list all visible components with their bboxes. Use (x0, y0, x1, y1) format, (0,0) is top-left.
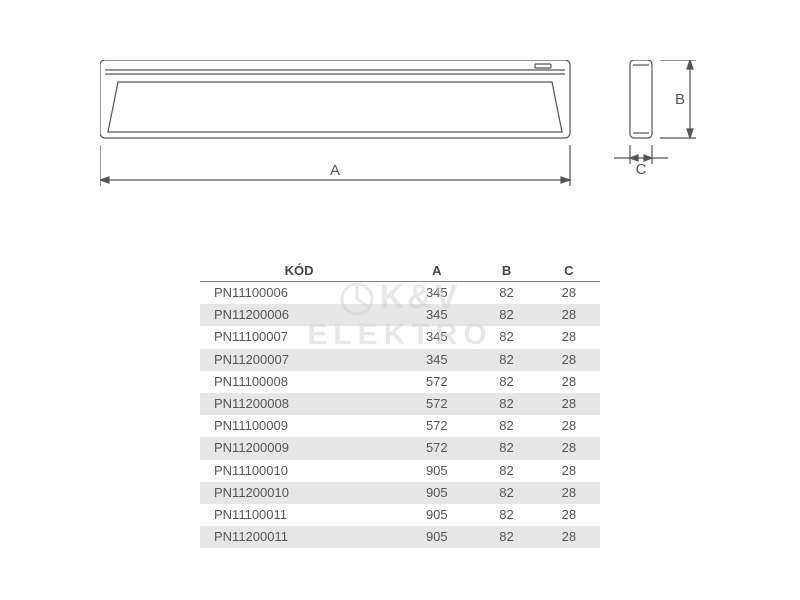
cell-dim: 28 (538, 393, 600, 415)
cell-dim: 28 (538, 437, 600, 459)
table-row: PN111000109058228 (200, 460, 600, 482)
cell-code: PN11200006 (200, 304, 398, 326)
table-row: PN112000109058228 (200, 482, 600, 504)
cell-dim: 82 (475, 371, 537, 393)
cell-dim: 345 (398, 349, 475, 371)
table-row: PN112000063458228 (200, 304, 600, 326)
cell-dim: 28 (538, 526, 600, 548)
table-row: PN111000095728228 (200, 415, 600, 437)
cell-dim: 905 (398, 460, 475, 482)
table-row: PN111000119058228 (200, 504, 600, 526)
cell-dim: 905 (398, 482, 475, 504)
cell-dim: 28 (538, 504, 600, 526)
cell-dim: 28 (538, 349, 600, 371)
dimensions-table: KÓD A B C PN111000063458228PN11200006345… (200, 260, 600, 548)
cell-dim: 345 (398, 304, 475, 326)
cell-dim: 82 (475, 526, 537, 548)
cell-dim: 28 (538, 282, 600, 305)
cell-dim: 345 (398, 326, 475, 348)
dim-label-b: B (675, 91, 685, 108)
cell-code: PN11100007 (200, 326, 398, 348)
dim-label-c: C (636, 161, 647, 178)
cell-dim: 82 (475, 282, 537, 305)
cell-dim: 572 (398, 415, 475, 437)
cell-code: PN11100011 (200, 504, 398, 526)
diagram-svg: A B C (100, 60, 700, 220)
cell-dim: 28 (538, 371, 600, 393)
col-header-a: A (398, 260, 475, 282)
cell-dim: 572 (398, 371, 475, 393)
cell-dim: 28 (538, 304, 600, 326)
table-row: PN111000063458228 (200, 282, 600, 305)
cell-dim: 572 (398, 437, 475, 459)
cell-dim: 28 (538, 415, 600, 437)
cell-dim: 82 (475, 415, 537, 437)
cell-code: PN11200008 (200, 393, 398, 415)
cell-code: PN11200010 (200, 482, 398, 504)
table-row: PN112000085728228 (200, 393, 600, 415)
dimensions-table-wrapper: KÓD A B C PN111000063458228PN11200006345… (200, 260, 600, 548)
cell-dim: 82 (475, 504, 537, 526)
cell-code: PN11200007 (200, 349, 398, 371)
dimension-diagram: A B C (100, 60, 700, 220)
col-header-b: B (475, 260, 537, 282)
table-header-row: KÓD A B C (200, 260, 600, 282)
cell-dim: 572 (398, 393, 475, 415)
cell-dim: 905 (398, 504, 475, 526)
cell-dim: 82 (475, 437, 537, 459)
cell-dim: 82 (475, 326, 537, 348)
cell-dim: 28 (538, 460, 600, 482)
dim-label-a: A (330, 162, 340, 179)
cell-dim: 345 (398, 282, 475, 305)
cell-dim: 82 (475, 460, 537, 482)
table-row: PN112000073458228 (200, 349, 600, 371)
table-row: PN112000119058228 (200, 526, 600, 548)
cell-dim: 82 (475, 349, 537, 371)
table-row: PN111000085728228 (200, 371, 600, 393)
cell-dim: 28 (538, 326, 600, 348)
table-row: PN112000095728228 (200, 437, 600, 459)
cell-dim: 28 (538, 482, 600, 504)
cell-code: PN11100009 (200, 415, 398, 437)
cell-code: PN11200009 (200, 437, 398, 459)
col-header-c: C (538, 260, 600, 282)
cell-dim: 82 (475, 304, 537, 326)
cell-code: PN11100010 (200, 460, 398, 482)
cell-dim: 82 (475, 482, 537, 504)
cell-code: PN11200011 (200, 526, 398, 548)
cell-dim: 82 (475, 393, 537, 415)
cell-code: PN11100006 (200, 282, 398, 305)
cell-dim: 905 (398, 526, 475, 548)
cell-code: PN11100008 (200, 371, 398, 393)
table-row: PN111000073458228 (200, 326, 600, 348)
col-header-code: KÓD (200, 260, 398, 282)
